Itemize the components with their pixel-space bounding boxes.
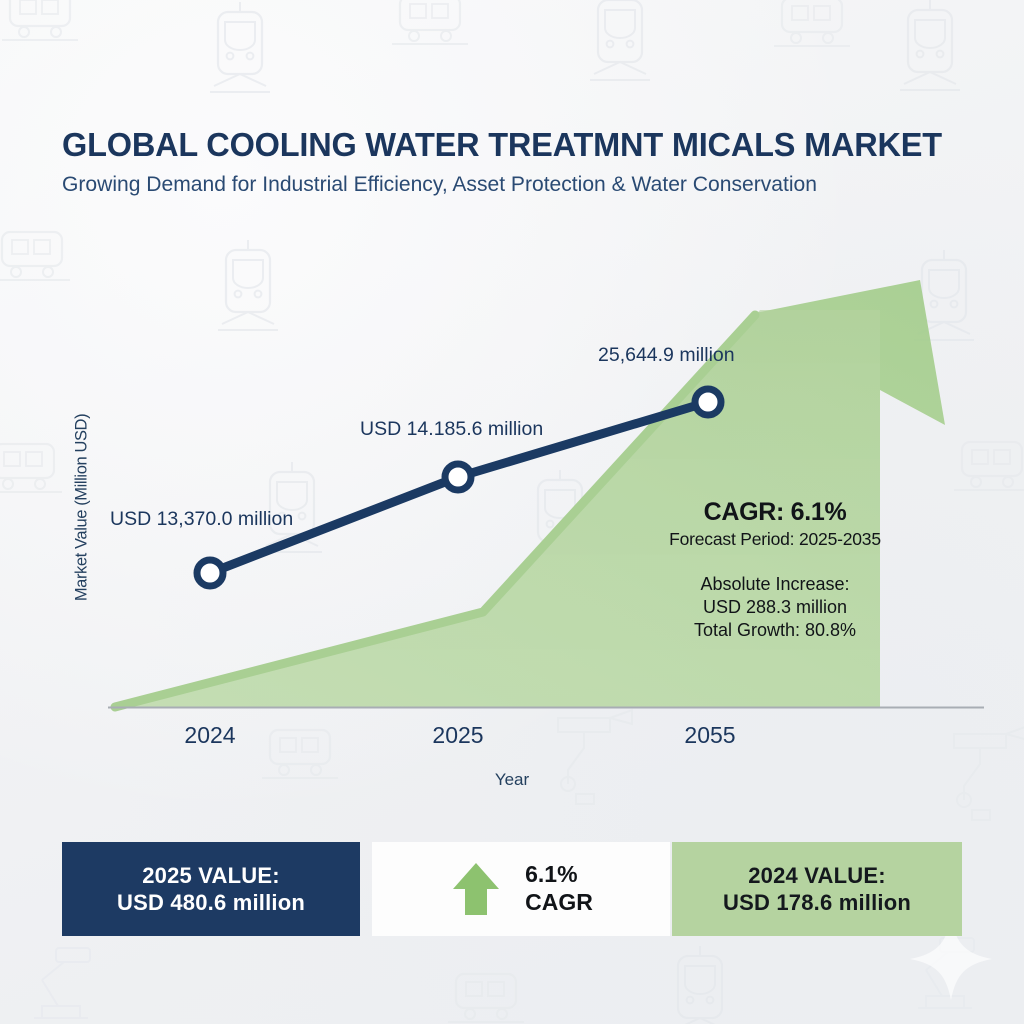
card-left-line2: USD 480.6 million xyxy=(116,890,305,915)
data-point-2024[interactable] xyxy=(193,556,227,590)
card-mid-pct: 6.1% xyxy=(525,861,578,888)
stat-cards: 2025 VALUE: USD 480.6 million 6.1% CAGR … xyxy=(0,842,1024,937)
stat-card-cagr[interactable]: 6.1% CAGR xyxy=(372,842,670,936)
header: GLOBAL COOLING WATER TREATMNT MICALS MAR… xyxy=(62,126,992,196)
page-subtitle: Growing Demand for Industrial Efficiency… xyxy=(62,171,817,196)
annotation-absolute-increase-value: USD 288.3 million xyxy=(702,597,848,617)
annotation-forecast-period: Forecast Period: 2025-2035 xyxy=(669,529,881,549)
card-right-line2: USD 178.6 million xyxy=(722,890,911,915)
growth-arrow-shape xyxy=(110,280,945,712)
arrow-up-icon xyxy=(453,863,500,915)
data-point-2055[interactable] xyxy=(691,385,725,419)
sparkle-decoration xyxy=(910,918,992,1000)
annotation-cagr: CAGR: 6.1% xyxy=(703,498,847,526)
data-point-2025[interactable] xyxy=(441,460,475,494)
cagr-annotation: CAGR: 6.1% Forecast Period: 2025-2035 Ab… xyxy=(630,498,920,641)
stat-card-2025-value[interactable]: 2025 VALUE: USD 480.6 million xyxy=(62,842,360,936)
data-markers xyxy=(193,385,725,590)
card-left-line1: 2025 VALUE: xyxy=(142,862,280,888)
stat-card-2024-value[interactable]: 2024 VALUE: USD 178.6 million xyxy=(672,842,962,936)
card-right-line1: 2024 VALUE: xyxy=(748,862,886,888)
page-title: GLOBAL COOLING WATER TREATMNT MICALS MAR… xyxy=(62,126,942,163)
annotation-total-growth: Total Growth: 80.8% xyxy=(693,620,857,640)
card-mid-text: 6.1% CAGR xyxy=(525,861,593,916)
card-mid-label: CAGR xyxy=(525,889,593,915)
annotation-absolute-increase-label: Absolute Increase: xyxy=(700,574,850,594)
